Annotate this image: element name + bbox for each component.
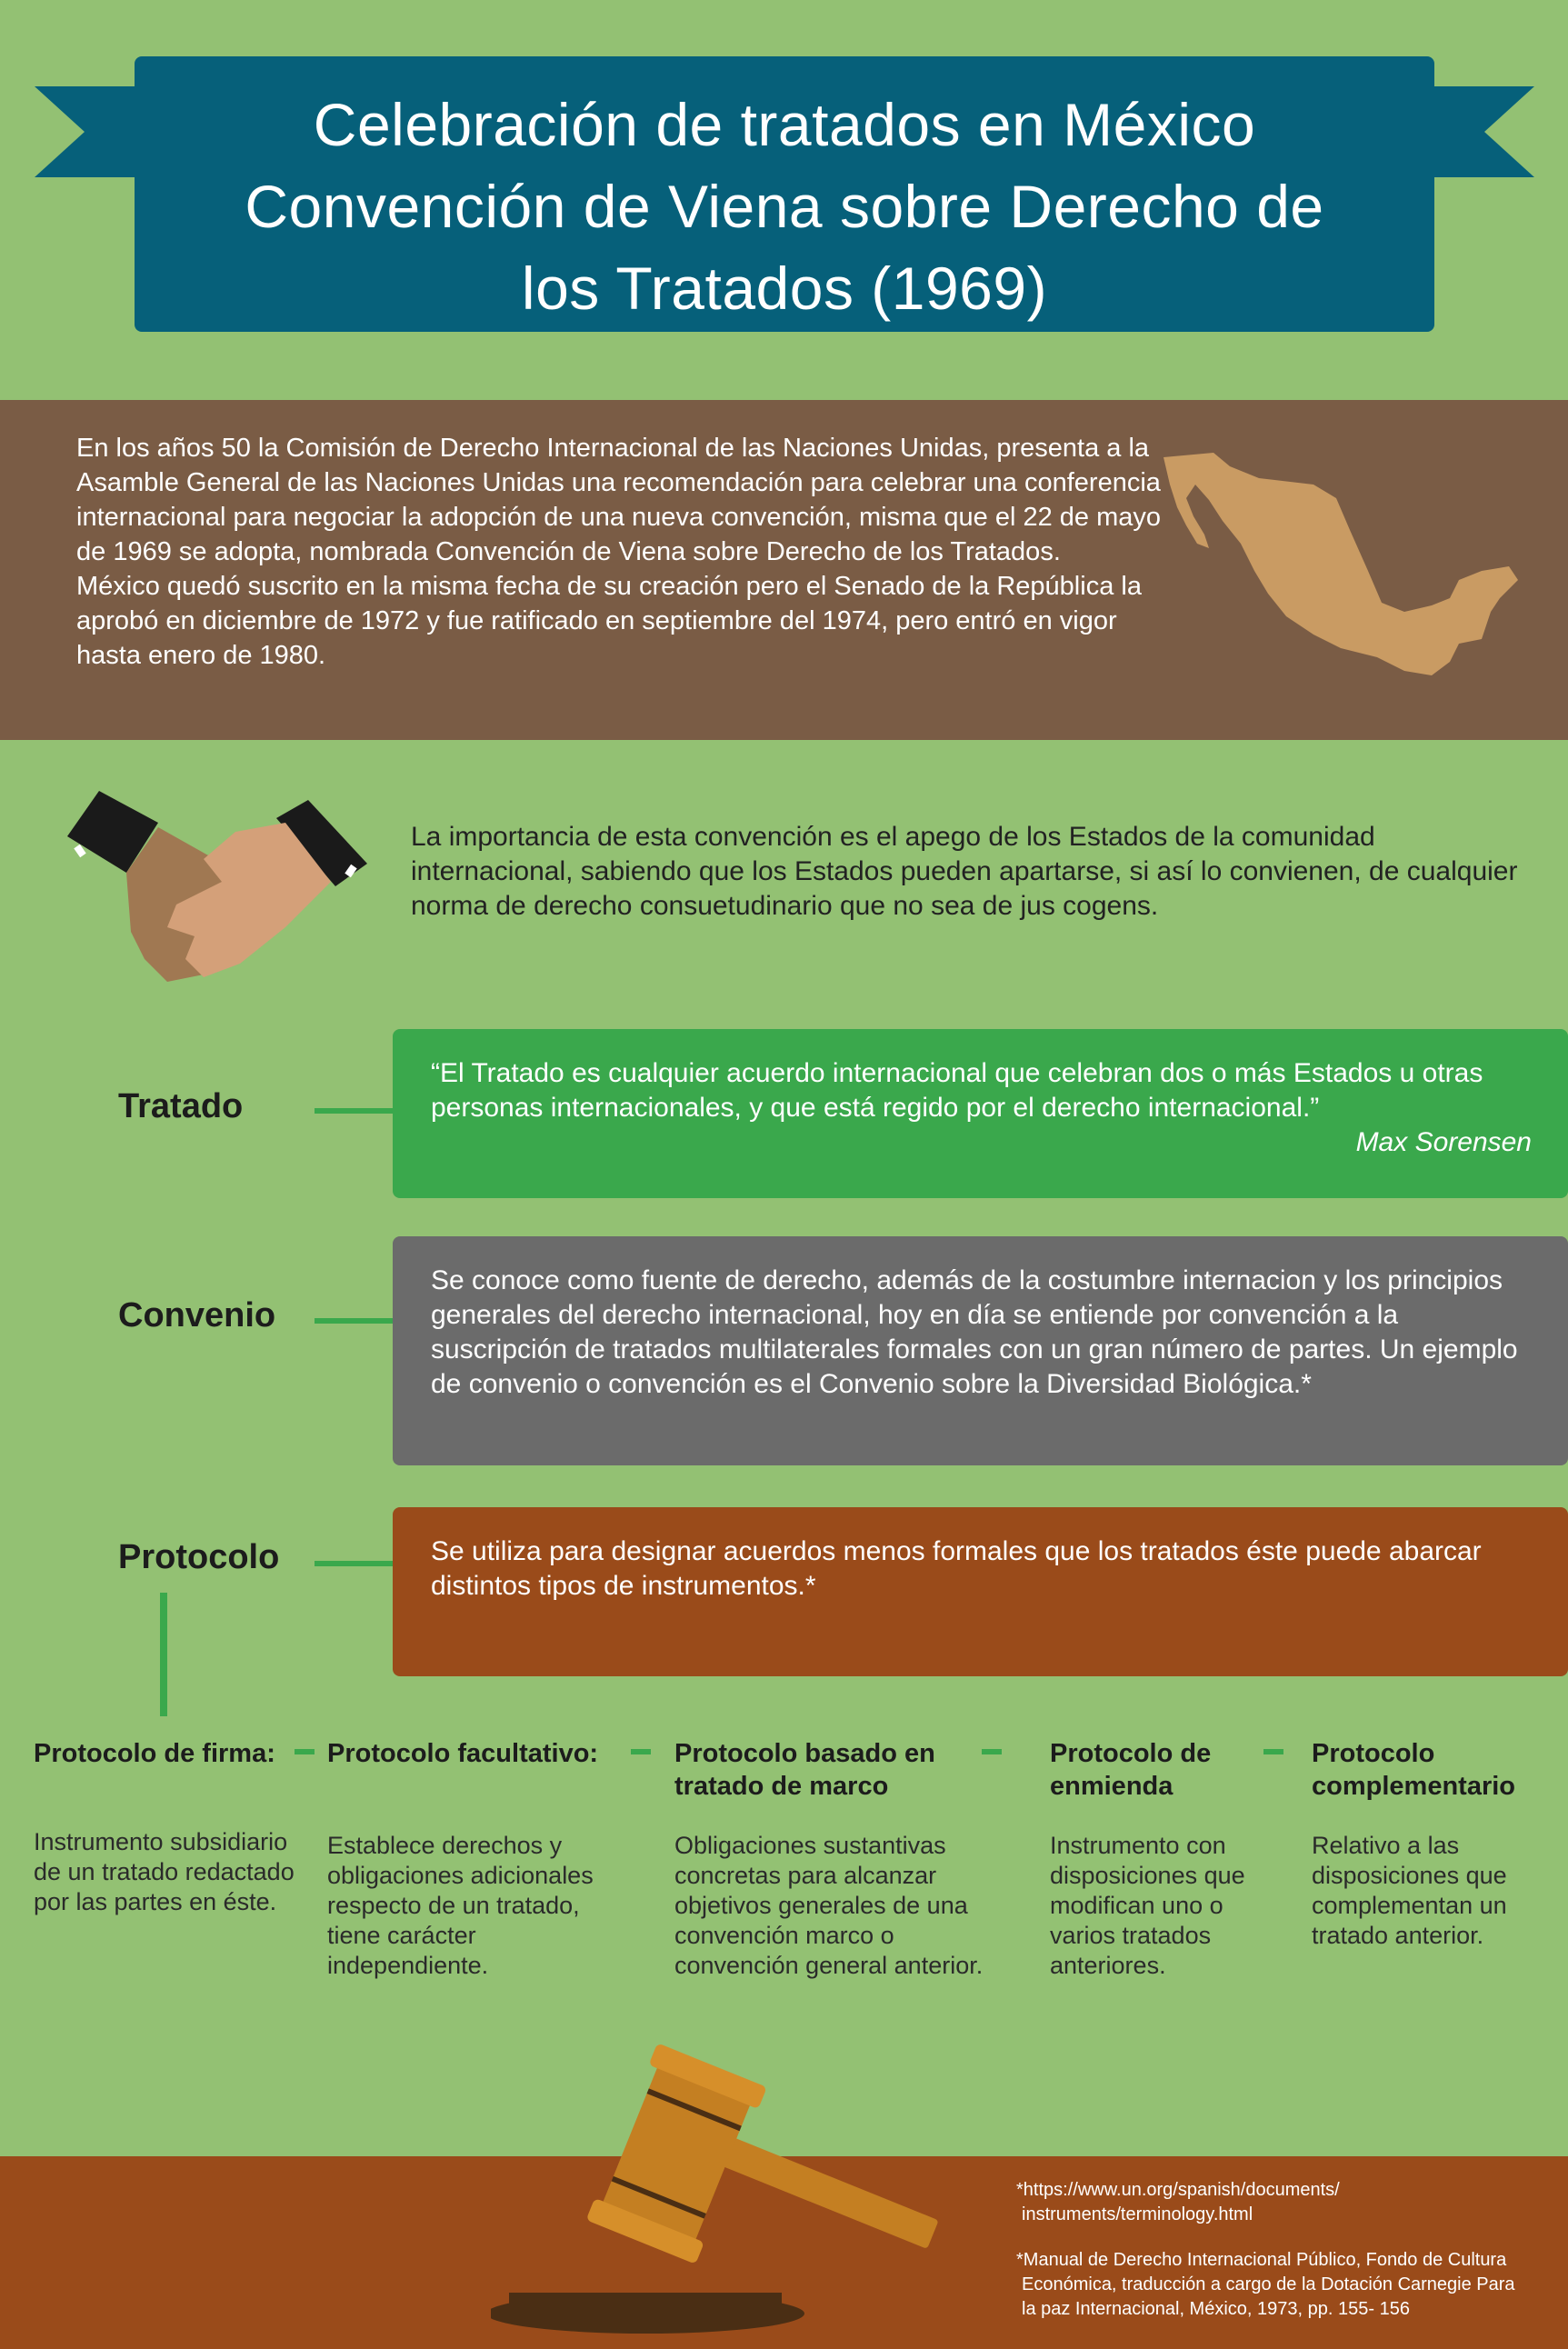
protocol-type-description: Instrumento con disposiciones que modifi… (1050, 1832, 1245, 1979)
title-line-2: Convención de Viena sobre Derecho de (245, 173, 1324, 240)
protocol-type-title: Protocolo basado en tratado de marco (674, 1739, 935, 1801)
term-protocolo: Protocolo (118, 1538, 280, 1576)
footnote-2-line-1: *Manual de Derecho Internacional Público… (1016, 2250, 1507, 2270)
footnote-2-line-3: la paz Internacional, México, 1973, pp. … (1022, 2299, 1410, 2319)
intro-paragraph-2: México quedó suscrito en la misma fecha … (76, 572, 1142, 670)
footnote-2-line-2: Económica, traducción a cargo de la Dota… (1022, 2274, 1515, 2294)
protocol-type-description: Establece derechos y obligaciones adicio… (327, 1832, 594, 1979)
intro-text: En los años 50 la Comisión de Derecho In… (76, 431, 1185, 673)
definition-box-convenio: Se conoce como fuente de derecho, además… (393, 1236, 1568, 1465)
connector-convenio (315, 1318, 393, 1324)
protocol-connector (1263, 1749, 1283, 1754)
protocol-type-title: Protocolo facultativo: (327, 1739, 599, 1768)
connector-tratado (315, 1108, 393, 1114)
term-tratado: Tratado (118, 1087, 244, 1125)
title-banner: Celebración de tratados en México Conven… (135, 56, 1434, 332)
tratado-author: Max Sorensen (1355, 1127, 1532, 1157)
protocol-tree-line (160, 1593, 167, 1716)
protocolo-text: Se utiliza para designar acuerdos menos … (431, 1536, 1482, 1601)
tratado-quote: “El Tratado es cualquier acuerdo interna… (431, 1058, 1483, 1123)
intro-paragraph-1: En los años 50 la Comisión de Derecho In… (76, 434, 1162, 566)
definition-box-protocolo: Se utiliza para designar acuerdos menos … (393, 1507, 1568, 1676)
protocol-connector (982, 1749, 1002, 1754)
protocol-type-title: Protocolo de enmienda (1050, 1739, 1212, 1801)
protocol-type-description: Obligaciones sustantivas concretas para … (674, 1832, 984, 1979)
title-line-1: Celebración de tratados en México (313, 91, 1256, 158)
handshake-icon (67, 791, 367, 982)
importance-text: La importancia de esta convención es el … (411, 822, 1518, 921)
connector-protocolo (315, 1561, 393, 1566)
gavel-icon (491, 2044, 938, 2334)
mexico-map-icon (1164, 453, 1518, 675)
protocol-type-description: Relativo a las disposiciones que complem… (1312, 1832, 1507, 1949)
protocol-connector (631, 1749, 651, 1754)
protocol-type-title: Protocolo complementario (1312, 1739, 1515, 1801)
protocol-type-description: Instrumento subsidiario de un tratado re… (34, 1828, 295, 1915)
footnote-1-line-1: *https://www.un.org/spanish/documents/ (1016, 2180, 1340, 2200)
title-line-3: los Tratados (1969) (521, 255, 1048, 322)
protocol-type-title: Protocolo de firma: (34, 1739, 275, 1768)
footnote-1-line-2: instruments/terminology.html (1022, 2204, 1253, 2224)
term-convenio: Convenio (118, 1296, 276, 1334)
protocol-connector (295, 1749, 315, 1754)
definition-box-tratado: “El Tratado es cualquier acuerdo interna… (393, 1029, 1568, 1198)
convenio-text: Se conoce como fuente de derecho, además… (431, 1265, 1518, 1399)
